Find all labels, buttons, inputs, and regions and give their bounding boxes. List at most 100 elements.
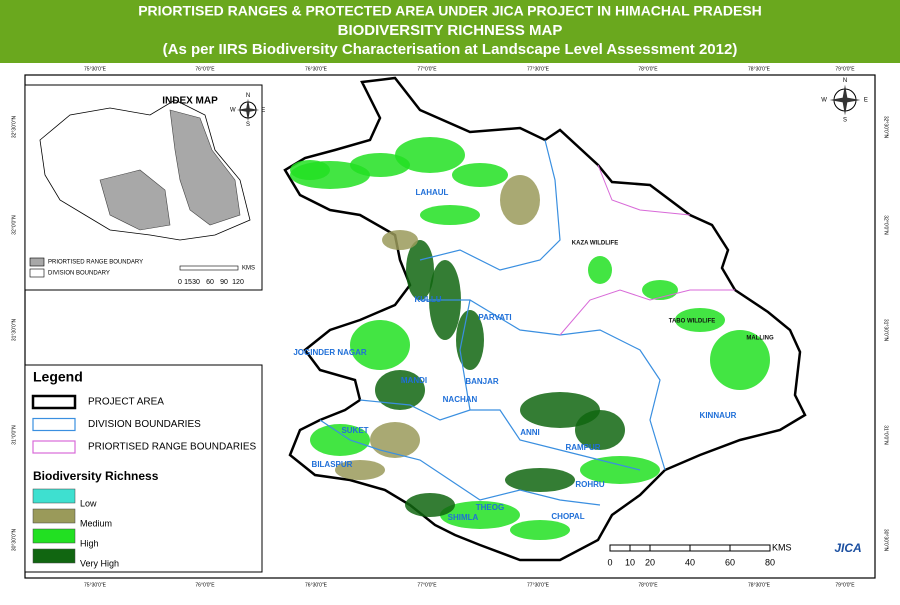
compass-letter: N [246, 93, 250, 99]
longitude-label: 77°30'0"E [527, 582, 550, 588]
map-label: JOGINDER NAGAR [293, 348, 367, 357]
map-label: PARVATI [478, 313, 511, 322]
scale-label: 20 [645, 557, 655, 567]
vegetation-patch [580, 456, 660, 484]
compass-letter: N [843, 78, 847, 84]
division-boundaries [319, 139, 666, 506]
map-label: ROHRU [575, 480, 605, 489]
map-label: THEOG [476, 503, 504, 512]
vegetation-patch [575, 410, 625, 450]
logo: JICA [834, 541, 861, 555]
legend-class-label: High [80, 538, 99, 548]
longitude-label: 77°0'0"E [417, 582, 437, 588]
index-scale-label: 30 [192, 279, 200, 286]
legend-boundary-label: PRIORTISED RANGE BOUNDARIES [88, 442, 257, 453]
longitude-label: 78°0'0"E [638, 66, 658, 72]
legend-class-label: Low [80, 498, 97, 508]
map-label: LAHAUL [416, 188, 449, 197]
latitude-label: 31°30'0"N [11, 318, 17, 341]
index-scale-label: 60 [206, 279, 214, 286]
compass-rose [829, 84, 861, 116]
legend-boundary-swatch [31, 394, 77, 410]
latitude-label: 31°0'0"N [11, 425, 17, 445]
index-prioritised-area [99, 109, 241, 231]
longitude-label: 76°30'0"E [305, 66, 328, 72]
scale-label: 40 [685, 557, 695, 567]
division-line [459, 299, 471, 411]
vegetation [290, 137, 770, 540]
latitude-label: 30°30'0"N [11, 528, 17, 551]
vegetation-patch [500, 175, 540, 225]
vegetation-patch [370, 422, 420, 458]
map-label: ANNI [520, 428, 540, 437]
legend-boundary-swatch [32, 417, 76, 432]
latitude-label: 31°0'0"N [883, 425, 889, 445]
index-legend-swatch [29, 268, 45, 278]
index-scale-label: 120 [232, 279, 244, 286]
vegetation-patch [405, 493, 455, 517]
header-line: BIODIVERSITY RICHNESS MAP [338, 22, 563, 39]
longitude-label: 76°30'0"E [305, 582, 328, 588]
vegetation-patch [675, 308, 725, 332]
index-legend-label: DIVISION BOUNDARY [48, 271, 110, 277]
index-scale-bar [179, 265, 239, 271]
legend-class-swatch [32, 508, 76, 524]
latitude-label: 32°30'0"N [883, 116, 889, 139]
scale-unit: KMS [772, 542, 792, 552]
map-label: KAZA WILDLIFE [572, 241, 618, 247]
scale-label: 80 [765, 557, 775, 567]
latitude-label: 32°30'0"N [11, 115, 17, 138]
division-line [419, 139, 561, 271]
map-label: MANDI [401, 376, 427, 385]
longitude-label: 76°0'0"E [195, 582, 215, 588]
map-label: NACHAN [443, 395, 478, 404]
vegetation-patch [440, 501, 520, 529]
header-line: PRIORTISED RANGES & PROTECTED AREA UNDER… [138, 3, 762, 19]
vegetation-patch [588, 256, 612, 284]
map-label: CHOPAL [551, 512, 584, 521]
index-legend-swatch [29, 257, 45, 267]
range-line [559, 164, 735, 336]
compass-letter: S [246, 122, 250, 128]
longitude-label: 79°0'0"E [835, 582, 855, 588]
vegetation-patch [452, 163, 508, 187]
compass-letter: S [843, 117, 847, 123]
vegetation-patch [510, 520, 570, 540]
index-scale-label: 90 [220, 279, 228, 286]
division-line [359, 399, 641, 471]
legend-boundary-label: PROJECT AREA [88, 397, 164, 408]
compass-rose [236, 98, 260, 122]
vegetation-patch [505, 468, 575, 492]
vegetation-patch [335, 460, 385, 480]
vegetation-patch [350, 153, 410, 177]
legend-class-swatch [32, 488, 76, 504]
latitude-label: 32°0'0"N [883, 215, 889, 235]
index-scale-label: 15 [184, 279, 192, 286]
header-band [0, 0, 900, 63]
division-line [420, 299, 666, 471]
index-legend-label: PRIORTISED RANGE BOUNDARY [48, 260, 143, 266]
vegetation-patch [350, 320, 410, 370]
legend-boundary-label: DIVISION BOUNDARIES [88, 419, 201, 430]
scale-label: 10 [625, 557, 635, 567]
compass-letter: W [230, 108, 236, 114]
map-label: SUKET [341, 426, 368, 435]
longitude-label: 79°0'0"E [835, 66, 855, 72]
map-label: TABO WILDLIFE [669, 319, 716, 325]
map-label: SHIMLA [448, 513, 479, 522]
index-scale-label: 0 [178, 279, 182, 286]
legend-title: Legend [33, 369, 83, 385]
index-scale-unit: KMS [242, 266, 255, 272]
map-label: BILASPUR [312, 460, 353, 469]
vegetation-patch [406, 240, 434, 300]
legend-boundary-swatch [32, 440, 76, 454]
legend-class-swatch [32, 548, 76, 564]
index-map-title: INDEX MAP [162, 96, 218, 107]
richness-title: Biodiversity Richness [33, 469, 159, 483]
longitude-label: 76°0'0"E [195, 66, 215, 72]
longitude-label: 77°0'0"E [417, 66, 437, 72]
vegetation-patch [375, 370, 425, 410]
legend-class-swatch [32, 528, 76, 544]
legend-class-label: Very High [80, 558, 119, 568]
range-boundaries [559, 164, 735, 336]
